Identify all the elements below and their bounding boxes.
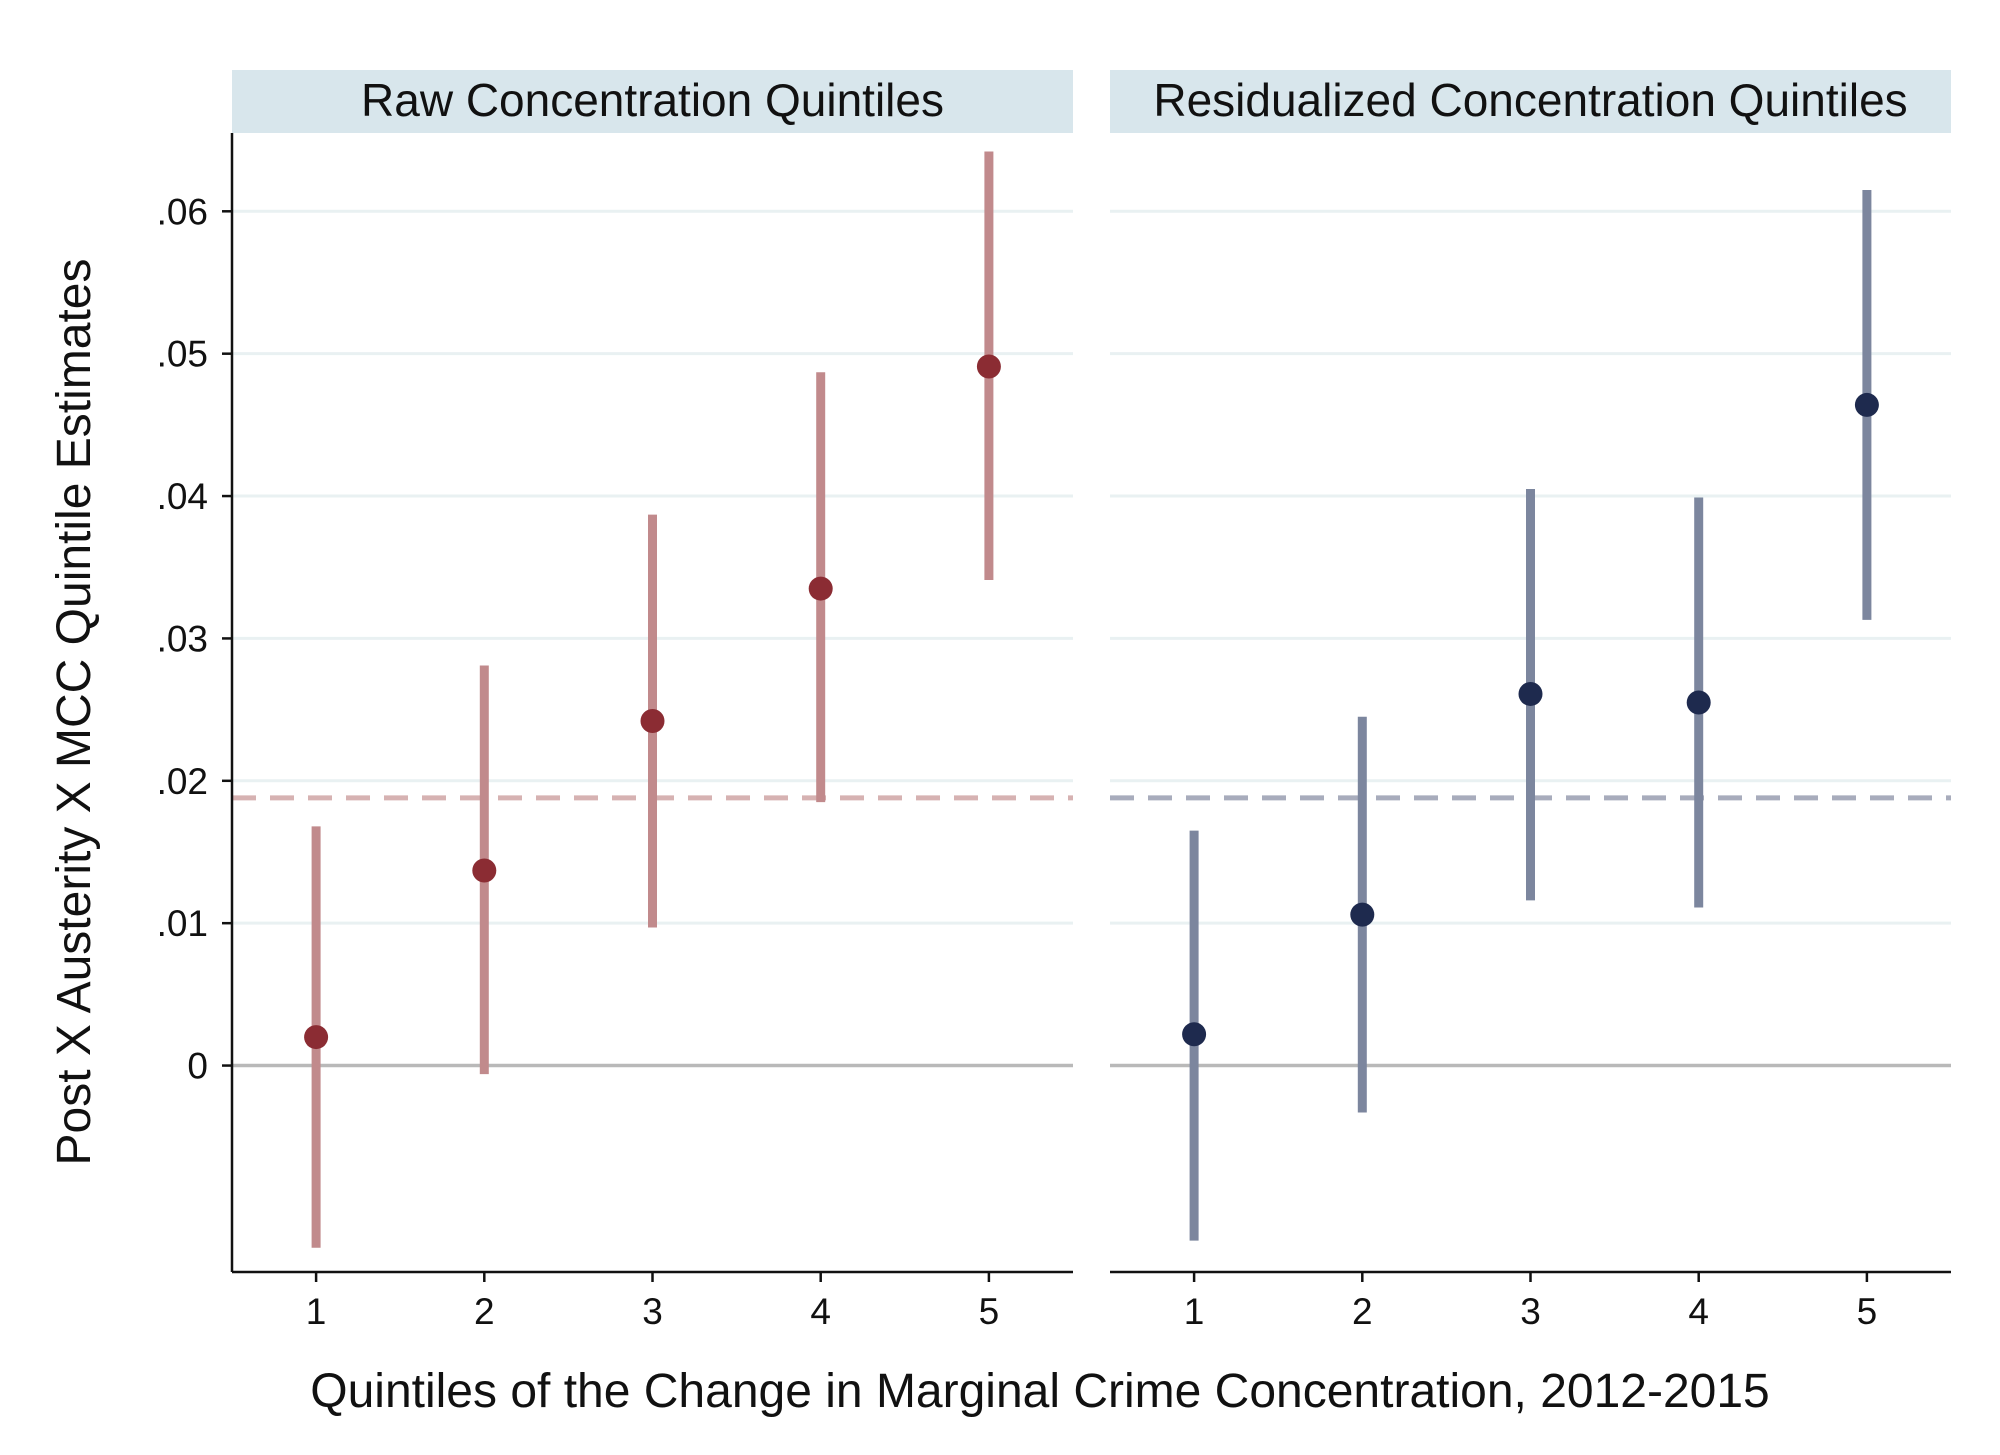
x-axis-title: Quintiles of the Change in Marginal Crim… [310,1365,1770,1418]
panel-title: Residualized Concentration Quintiles [1153,74,1907,126]
x-tick-label: 5 [1857,1291,1878,1332]
y-tick-label: .02 [157,761,208,802]
x-tick-label: 1 [1184,1291,1205,1332]
x-tick-label: 5 [979,1291,1000,1332]
estimate-point [1686,690,1711,715]
estimate-point [472,858,497,883]
x-tick-label: 2 [474,1291,495,1332]
x-tick-label: 1 [306,1291,327,1332]
estimate-point [1518,681,1543,706]
x-tick-label: 2 [1352,1291,1373,1332]
x-tick-label: 3 [1520,1291,1541,1332]
y-tick-label: 0 [187,1046,208,1087]
y-axis-ticks: 0 .01 .02 .03 .04 .05 .06 [157,191,232,1087]
x-tick-label: 3 [642,1291,663,1332]
estimate-point [1854,392,1879,417]
y-tick-label: .04 [157,476,208,517]
panel-title: Raw Concentration Quintiles [361,74,944,126]
panel-raw: Raw Concentration Quintiles 1 2 3 4 5 [230,70,1073,1332]
estimate-point [1182,1022,1207,1047]
y-tick-label: .05 [157,334,208,375]
estimate-point [640,709,665,734]
estimate-point [1350,902,1375,927]
x-tick-label: 4 [810,1291,831,1332]
panel-residualized: Residualized Concentration Quintiles 1 2 3 4… [1110,70,1951,1332]
y-axis-title: Post X Austerity X MCC Quintile Estimate… [48,259,101,1166]
x-tick-label: 4 [1688,1291,1709,1332]
y-tick-label: .01 [157,903,208,944]
y-tick-label: .06 [157,191,208,232]
y-tick-label: .03 [157,618,208,659]
panel-header [232,70,1073,133]
estimate-point [808,576,833,601]
estimate-point [304,1025,329,1050]
estimate-point [976,354,1001,379]
panel-header [1110,70,1951,133]
